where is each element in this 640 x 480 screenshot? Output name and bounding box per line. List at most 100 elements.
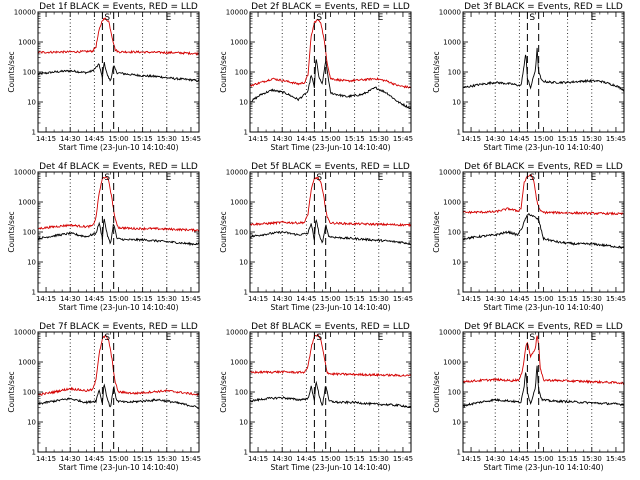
- x-tick-label: 15:30: [157, 135, 177, 143]
- x-tick-label: 14:30: [272, 455, 292, 463]
- marker-s: S: [316, 13, 322, 23]
- y-tick-label: 10000: [226, 169, 248, 177]
- marker-s: S: [529, 333, 535, 343]
- x-tick-label: 15:00: [108, 135, 128, 143]
- y-tick-label: 1: [32, 289, 36, 297]
- panel-title: Det 6f BLACK = Events, RED = LLD: [464, 162, 623, 172]
- x-tick-label: 15:00: [320, 135, 340, 143]
- y-tick-label: 10: [239, 99, 248, 107]
- y-axis-label: Counts/sec: [219, 51, 228, 92]
- plot-frame: [462, 171, 625, 293]
- y-tick-label: 1000: [230, 359, 248, 367]
- series-line-lld: [249, 176, 412, 228]
- x-tick-label: 15:30: [582, 455, 602, 463]
- series-line-events: [249, 380, 412, 408]
- y-tick-label: 1000: [443, 39, 461, 47]
- y-tick-label: 10000: [226, 9, 248, 17]
- x-tick-label: 15:45: [393, 135, 413, 143]
- y-tick-label: 1: [244, 129, 248, 137]
- marker-e: E: [378, 333, 384, 343]
- x-tick-label: 14:15: [461, 295, 481, 303]
- y-tick-label: 10000: [14, 169, 36, 177]
- x-tick-label: 15:45: [181, 455, 201, 463]
- panel-det-7: Det 7f BLACK = Events, RED = LLD 1 10 100 10…: [7, 322, 201, 472]
- series-line-lld: [37, 334, 200, 397]
- x-tick-label: 15:15: [558, 295, 578, 303]
- x-tick-label: 14:15: [36, 455, 56, 463]
- y-tick-label: 10000: [439, 169, 461, 177]
- y-tick-label: 100: [23, 69, 36, 77]
- series-line-events: [249, 219, 412, 246]
- x-tick-label: 15:00: [533, 135, 553, 143]
- y-tick-label: 1: [457, 449, 461, 457]
- marker-s: S: [104, 333, 110, 343]
- marker-e: E: [166, 333, 172, 343]
- x-tick-label: 15:30: [369, 295, 389, 303]
- x-tick-label: 15:30: [157, 295, 177, 303]
- y-tick-label: 10: [452, 419, 461, 427]
- x-axis-label: Start Time (23-Jun-10 14:10:40): [484, 463, 604, 472]
- x-tick-label: 14:30: [272, 135, 292, 143]
- marker-s: S: [316, 173, 322, 183]
- y-tick-label: 10000: [14, 329, 36, 337]
- y-tick-label: 10000: [439, 9, 461, 17]
- y-tick-label: 10: [27, 419, 36, 427]
- x-axis-label: Start Time (23-Jun-10 14:10:40): [271, 143, 391, 152]
- x-axis-label: Start Time (23-Jun-10 14:10:40): [59, 463, 179, 472]
- y-tick-label: 100: [235, 69, 248, 77]
- x-tick-label: 14:45: [84, 135, 104, 143]
- x-tick-label: 15:00: [533, 455, 553, 463]
- y-tick-label: 100: [235, 229, 248, 237]
- series-line-lld: [249, 333, 412, 378]
- panel-det-3: Det 3f BLACK = Events, RED = LLD 1 10 100 10…: [432, 2, 626, 152]
- series-line-lld: [462, 174, 625, 216]
- panel-det-2: Det 2f BLACK = Events, RED = LLD 1 10 100 10…: [219, 2, 413, 152]
- panel-det-4: Det 4f BLACK = Events, RED = LLD 1 10 100 10…: [7, 162, 201, 312]
- marker-s: S: [529, 173, 535, 183]
- x-tick-label: 14:30: [60, 295, 80, 303]
- x-tick-label: 15:15: [133, 135, 153, 143]
- y-tick-label: 10000: [439, 329, 461, 337]
- x-tick-label: 14:45: [296, 295, 316, 303]
- y-tick-label: 100: [448, 389, 461, 397]
- y-tick-label: 1: [457, 289, 461, 297]
- marker-s: S: [316, 333, 322, 343]
- x-tick-label: 14:15: [248, 135, 268, 143]
- x-axis-label: Start Time (23-Jun-10 14:10:40): [484, 303, 604, 312]
- marker-e: E: [378, 13, 384, 23]
- x-tick-label: 15:30: [582, 135, 602, 143]
- x-tick-label: 15:45: [393, 295, 413, 303]
- y-tick-label: 1000: [230, 199, 248, 207]
- y-tick-label: 100: [23, 389, 36, 397]
- marker-e: E: [591, 13, 597, 23]
- y-tick-label: 100: [448, 229, 461, 237]
- y-axis-label: Counts/sec: [432, 51, 441, 92]
- y-tick-label: 1: [244, 289, 248, 297]
- panel-title: Det 2f BLACK = Events, RED = LLD: [251, 2, 410, 12]
- series-line-events: [462, 213, 625, 250]
- x-tick-label: 14:30: [485, 295, 505, 303]
- x-tick-label: 14:15: [461, 455, 481, 463]
- y-tick-label: 100: [23, 229, 36, 237]
- x-axis-label: Start Time (23-Jun-10 14:10:40): [271, 303, 391, 312]
- x-tick-label: 15:15: [133, 295, 153, 303]
- x-tick-label: 14:45: [509, 295, 529, 303]
- y-axis-label: Counts/sec: [219, 211, 228, 252]
- y-tick-label: 10: [239, 259, 248, 267]
- plot-frame: [37, 171, 200, 293]
- x-tick-label: 14:15: [248, 295, 268, 303]
- x-tick-label: 14:45: [84, 295, 104, 303]
- y-tick-label: 1000: [18, 359, 36, 367]
- x-tick-label: 14:15: [248, 455, 268, 463]
- series-line-lld: [37, 176, 200, 233]
- x-tick-label: 15:30: [369, 135, 389, 143]
- y-tick-label: 10000: [14, 9, 36, 17]
- x-tick-label: 15:45: [606, 135, 626, 143]
- panel-title: Det 5f BLACK = Events, RED = LLD: [251, 162, 410, 172]
- marker-s: S: [104, 13, 110, 23]
- series-line-events: [249, 59, 412, 110]
- y-tick-label: 100: [235, 389, 248, 397]
- x-axis-label: Start Time (23-Jun-10 14:10:40): [484, 143, 604, 152]
- plot-frame: [249, 11, 412, 133]
- y-tick-label: 1: [457, 129, 461, 137]
